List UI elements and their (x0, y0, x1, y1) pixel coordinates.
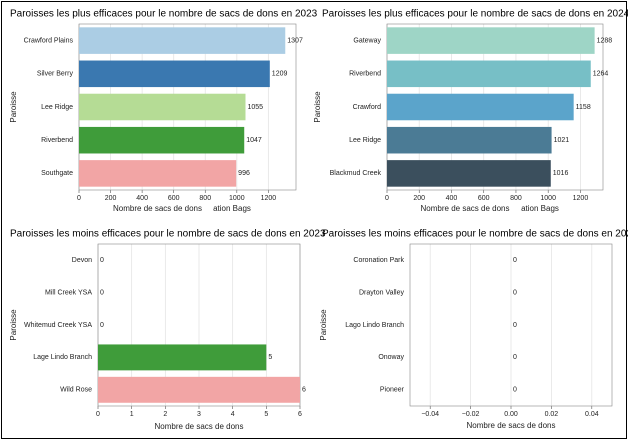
y-tick-label: Pioneer (380, 387, 405, 394)
x-tick-label: 1000 (229, 195, 245, 202)
chart-title: Paroisses les plus efficaces pour le nom… (322, 9, 628, 20)
bar (79, 60, 270, 88)
y-tick-label: Devon (72, 257, 92, 264)
x-tick-label: 0.04 (585, 411, 599, 418)
value-label: 0 (100, 257, 104, 264)
x-tick-label: 400 (136, 195, 148, 202)
x-tick-label: 200 (413, 195, 425, 202)
y-tick-label: Lee Ridge (349, 137, 381, 144)
y-tick-label: Wild Rose (60, 387, 92, 394)
bar (79, 27, 286, 54)
x-tick-label: −0.02 (462, 411, 480, 418)
x-tick-label: 200 (105, 195, 117, 202)
chart-title: Paroisses les moins efficaces pour le no… (10, 229, 326, 240)
y-axis-label: Paroisse (319, 309, 328, 341)
x-tick-label: 400 (446, 195, 458, 202)
x-tick-label: 800 (199, 195, 211, 202)
x-axis-label: Nombre de sacs de dons (113, 204, 202, 213)
bar (387, 93, 574, 121)
y-tick-label: Crawford (353, 104, 382, 111)
y-tick-label: Blackmud Creek (330, 170, 382, 177)
x-tick-label: 600 (168, 195, 180, 202)
x-tick-label: 1200 (573, 195, 589, 202)
y-tick-label: Coronation Park (353, 257, 404, 264)
annotation: ation Bags (521, 204, 559, 213)
y-tick-label: Silver Berry (37, 71, 74, 78)
y-axis-label: Paroisse (313, 91, 322, 123)
x-axis-label: Nombre de sacs de dons (467, 421, 556, 430)
x-tick-label: 0.02 (545, 411, 559, 418)
y-tick-label: Riverbend (349, 71, 381, 78)
value-label: 0 (513, 387, 517, 394)
y-tick-label: Lage Lindo Branch (33, 354, 92, 361)
value-label: 5 (268, 354, 272, 361)
x-tick-label: 800 (510, 195, 522, 202)
y-tick-label: Onoway (378, 354, 404, 361)
y-tick-label: Lee Ridge (41, 104, 73, 111)
plot-area (97, 243, 301, 407)
y-tick-label: Southgate (41, 170, 73, 177)
bar (387, 160, 551, 187)
x-tick-label: 1200 (261, 195, 277, 202)
value-label: 1307 (287, 37, 303, 44)
x-tick-label: 600 (478, 195, 490, 202)
value-label: 0 (513, 289, 517, 296)
x-tick-label: 0 (385, 195, 389, 202)
chart-title: Paroisses les moins efficaces pour le no… (322, 229, 628, 240)
plot-area (409, 243, 613, 407)
value-label: 1288 (597, 37, 613, 44)
y-tick-label: Riverbend (41, 137, 73, 144)
bar (79, 126, 245, 154)
x-tick-label: 4 (231, 411, 235, 418)
annotation: ation Bags (213, 204, 251, 213)
value-label: 0 (100, 289, 104, 296)
x-tick-label: 3 (197, 411, 201, 418)
x-tick-label: −0.04 (421, 411, 439, 418)
y-axis-label: Paroisse (9, 91, 18, 123)
y-tick-label: Crawford Plains (24, 37, 74, 44)
y-axis-label: Paroisse (9, 309, 18, 341)
y-tick-label: Whitemud Creek YSA (24, 322, 92, 329)
value-label: 0 (513, 354, 517, 361)
bar (98, 376, 300, 403)
y-tick-label: Lago Lindo Branch (345, 322, 404, 329)
bar (98, 344, 267, 371)
value-label: 1021 (554, 137, 570, 144)
x-axis-label: Nombre de sacs de dons (155, 422, 244, 431)
value-label: 1264 (593, 71, 609, 78)
x-tick-label: 2 (163, 411, 167, 418)
y-tick-label: Drayton Valley (359, 289, 405, 296)
bar (387, 27, 595, 54)
bar (79, 93, 246, 121)
bar (387, 126, 552, 154)
value-label: 1055 (247, 104, 263, 111)
value-label: 1158 (576, 104, 591, 111)
value-label: 0 (513, 257, 517, 264)
value-label: 1047 (246, 137, 262, 144)
value-label: 996 (238, 170, 250, 177)
x-tick-label: 5 (264, 411, 268, 418)
bar (387, 60, 591, 88)
value-label: 0 (513, 322, 517, 329)
y-tick-label: Gateway (353, 37, 381, 44)
x-tick-label: 1 (130, 411, 134, 418)
x-tick-label: 1000 (540, 195, 556, 202)
chart-title: Paroisses les plus efficaces pour le nom… (10, 9, 318, 20)
value-label: 6 (302, 387, 306, 394)
x-tick-label: 0 (77, 195, 81, 202)
x-tick-label: 6 (298, 411, 302, 418)
bar (79, 160, 237, 187)
value-label: 0 (100, 322, 104, 329)
value-label: 1016 (553, 170, 569, 177)
value-label: 1209 (272, 71, 288, 78)
x-axis-label: Nombre de sacs de dons (421, 204, 510, 213)
x-tick-label: 0 (96, 411, 100, 418)
x-tick-label: 0.00 (504, 411, 518, 418)
y-tick-label: Mill Creek YSA (45, 289, 92, 296)
